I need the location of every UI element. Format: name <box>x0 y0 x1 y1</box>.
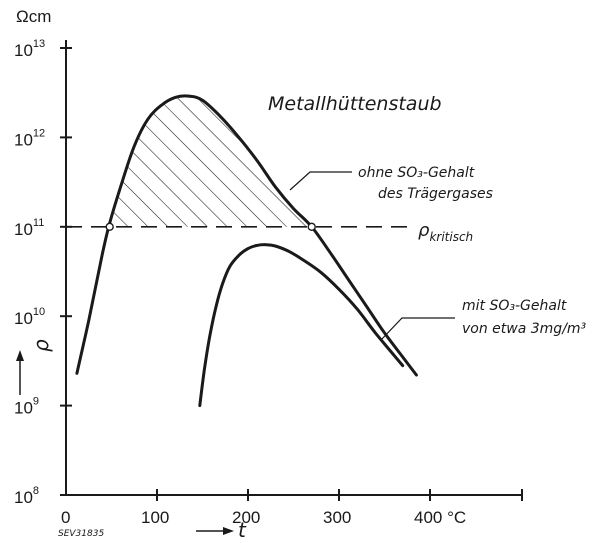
x-tick-label: 100 <box>141 508 169 527</box>
svg-text:ρ: ρ <box>29 339 53 352</box>
axis-tick-labels: 108 109 1010 1011 1012 1013 0 100 200 300 400 °C <box>14 38 466 527</box>
x-tick-label: 400 °C <box>414 508 466 527</box>
intersection-point <box>307 222 316 232</box>
intersection-markers <box>105 222 316 232</box>
x-tick-label: 300 <box>323 508 351 527</box>
axis-ticks <box>60 47 523 501</box>
curve-without-so3 <box>75 94 418 377</box>
intersection-point <box>105 222 114 232</box>
y-tick-label: 1012 <box>14 127 45 149</box>
leader-line-lower <box>380 317 455 341</box>
source-code: SEV31835 <box>58 529 104 539</box>
hatched-region <box>108 95 312 227</box>
y-tick-label: 1010 <box>14 306 45 328</box>
series-label-without-so3-line2: des Trägergases <box>378 186 493 202</box>
x-axis-label: t <box>196 518 247 542</box>
series-label-with-so3-line1: mit SO₃-Gehalt <box>462 298 567 314</box>
y-tick-label: 109 <box>14 396 39 418</box>
y-axis-label: ρ <box>16 339 53 395</box>
y-unit-label: Ωcm <box>16 7 51 26</box>
chart-title: Metallhüttenstaub <box>268 93 442 115</box>
series-label-without-so3-line1: ohne SO₃-Gehalt <box>358 165 475 181</box>
y-tick-label: 108 <box>14 485 39 507</box>
critical-label: ρkritisch <box>418 220 473 244</box>
series-label-with-so3-line2: von etwa 3mg/m³ <box>462 321 587 337</box>
svg-text:t: t <box>238 518 247 542</box>
leader-line-upper <box>289 171 352 191</box>
y-tick-label: 1011 <box>14 217 44 239</box>
x-tick-label: 200 <box>232 508 260 527</box>
curve-with-so3 <box>198 243 405 408</box>
y-tick-label: 1013 <box>14 38 45 60</box>
x-tick-label: 0 <box>61 508 70 527</box>
